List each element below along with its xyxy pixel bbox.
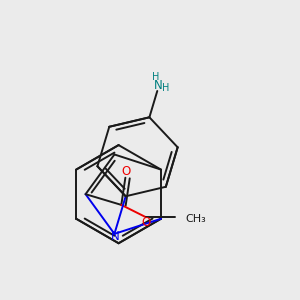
Text: N: N	[111, 230, 120, 243]
Text: CH₃: CH₃	[185, 214, 206, 224]
Text: H: H	[152, 72, 159, 82]
Text: O: O	[122, 165, 131, 178]
Text: N: N	[154, 79, 163, 92]
Text: O: O	[141, 216, 151, 229]
Text: H: H	[162, 83, 170, 93]
